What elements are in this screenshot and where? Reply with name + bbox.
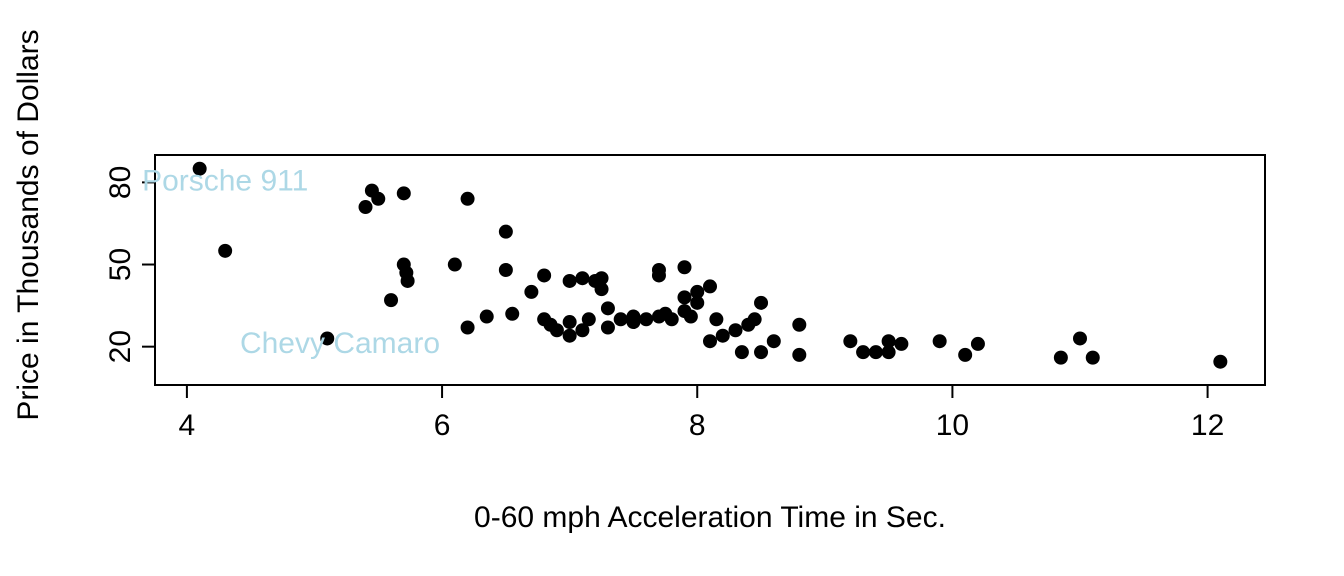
data-point: [581, 312, 596, 327]
data-point: [881, 334, 896, 349]
data-point: [575, 323, 590, 338]
data-point: [600, 301, 615, 316]
data-point: [371, 191, 386, 206]
data-point: [792, 317, 807, 332]
data-point: [562, 273, 577, 288]
data-point: [498, 224, 513, 239]
data-point: [537, 268, 552, 283]
annotation-porsche-911: Porsche 911: [142, 164, 308, 197]
data-point: [1053, 350, 1068, 365]
data-point: [626, 315, 641, 330]
data-point: [562, 328, 577, 343]
x-tick-label: 8: [689, 409, 706, 442]
data-point: [932, 334, 947, 349]
axes-layer: 4 6 8 10 12 20 50 80: [104, 154, 1266, 442]
data-point: [524, 284, 539, 299]
data-point: [505, 306, 520, 321]
data-point: [868, 345, 883, 360]
data-point: [613, 312, 628, 327]
data-point: [600, 320, 615, 335]
data-point: [651, 268, 666, 283]
data-point: [690, 284, 705, 299]
data-point: [703, 334, 717, 349]
data-point: [549, 323, 564, 338]
data-point: [703, 279, 717, 294]
data-point: [594, 282, 609, 297]
data-point: [894, 336, 909, 351]
data-point: [958, 347, 973, 362]
data-point: [747, 312, 762, 327]
data-point: [881, 345, 896, 360]
x-tick-label: 12: [1191, 409, 1224, 442]
y-axis-title: Price in Thousands of Dollars: [12, 29, 45, 420]
data-point: [447, 257, 462, 272]
data-point: [562, 315, 577, 330]
annotations-layer: Porsche 911 Chevy Camaro: [142, 164, 440, 360]
data-point: [728, 323, 743, 338]
x-tick-label: 4: [179, 409, 196, 442]
data-point: [709, 312, 724, 327]
data-point: [856, 345, 871, 360]
y-tick-label: 20: [104, 330, 137, 363]
data-point: [192, 161, 207, 176]
data-point: [460, 320, 475, 335]
plot-box: [154, 154, 1266, 386]
data-point: [754, 295, 769, 310]
data-point: [754, 345, 769, 360]
y-tick-label: 50: [104, 248, 137, 281]
data-point: [734, 345, 749, 360]
data-point: [498, 263, 513, 277]
data-point: [1073, 331, 1087, 346]
data-point: [683, 309, 698, 324]
data-point: [1085, 350, 1100, 365]
data-point: [479, 309, 494, 324]
data-point: [766, 334, 781, 349]
data-point: [384, 293, 399, 308]
x-tick-label: 10: [936, 409, 969, 442]
data-point: [400, 273, 415, 288]
data-point: [970, 336, 985, 351]
data-point: [460, 191, 475, 206]
data-point: [677, 260, 692, 275]
data-point: [690, 295, 705, 310]
annotation-chevy-camaro: Chevy Camaro: [240, 327, 440, 360]
x-tick-label: 6: [434, 409, 451, 442]
data-point: [396, 186, 411, 201]
data-point: [639, 312, 654, 327]
data-point: [677, 290, 692, 305]
data-point: [575, 271, 590, 286]
data-point: [792, 347, 807, 362]
data-point: [843, 334, 858, 349]
data-point: [218, 243, 233, 258]
points-layer: [192, 161, 1228, 369]
data-point: [715, 328, 730, 343]
y-tick-label: 80: [104, 166, 137, 199]
x-axis-title: 0-60 mph Acceleration Time in Sec.: [474, 501, 946, 534]
data-point: [358, 200, 373, 215]
data-point: [1213, 354, 1228, 369]
data-point: [594, 271, 609, 286]
data-point: [664, 312, 679, 327]
data-point: [320, 331, 335, 346]
